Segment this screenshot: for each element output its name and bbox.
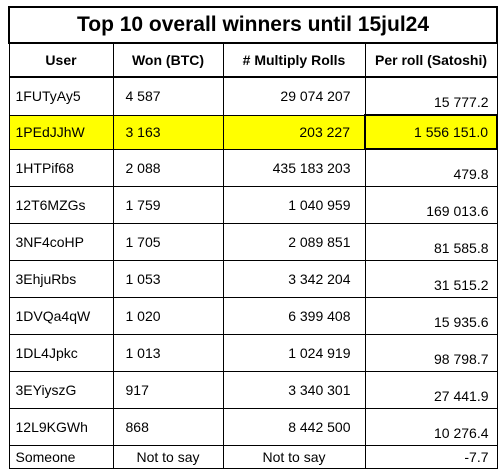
cell-per-roll: 169 013.6 <box>364 186 498 224</box>
cell-rolls: 3 340 301 <box>222 371 366 409</box>
cell-won: 1 020 <box>112 297 224 335</box>
table-row: 1DVQa4qW 1 020 6 399 408 15 935.6 <box>8 297 498 335</box>
cell-user: Someone <box>8 445 114 469</box>
cell-won: 868 <box>112 408 224 446</box>
cell-user: 3NF4coHP <box>8 223 114 261</box>
cell-per-roll: 479.8 <box>364 148 498 187</box>
table-row: 3EYiyszG 917 3 340 301 27 441.9 <box>8 371 498 409</box>
table-row: 1PEdJJhW 3 163 203 227 1 556 151.0 <box>8 114 498 150</box>
table-row: 3EhjuRbs 1 053 3 342 204 31 515.2 <box>8 260 498 298</box>
header-per-roll: Per roll (Satoshi) <box>364 42 498 78</box>
cell-won: 917 <box>112 371 224 409</box>
cell-won: 1 705 <box>112 223 224 261</box>
header-user: User <box>8 42 114 78</box>
winners-table: Top 10 overall winners until 15jul24 Use… <box>8 6 498 469</box>
table-row: 1FUTyAy5 4 587 29 074 207 15 777.2 <box>8 76 498 116</box>
cell-won: 1 053 <box>112 260 224 298</box>
cell-per-roll: 27 441.9 <box>364 371 498 409</box>
cell-rolls: Not to say <box>222 445 366 469</box>
cell-won: Not to say <box>112 445 224 469</box>
cell-per-roll: 15 777.2 <box>364 76 498 116</box>
cell-rolls: 203 227 <box>222 114 366 150</box>
cell-won: 1 759 <box>112 186 224 224</box>
cell-user: 1FUTyAy5 <box>8 76 114 116</box>
table-row: 12L9KGWh 868 8 442 500 10 276.4 <box>8 408 498 446</box>
table-row: 1DL4Jpkc 1 013 1 024 919 98 798.7 <box>8 334 498 372</box>
table-row: 1HTPif68 2 088 435 183 203 479.8 <box>8 148 498 187</box>
cell-rolls: 1 040 959 <box>222 186 366 224</box>
cell-user: 1DL4Jpkc <box>8 334 114 372</box>
cell-per-roll: 31 515.2 <box>364 260 498 298</box>
cell-user: 3EYiyszG <box>8 371 114 409</box>
cell-won: 3 163 <box>112 114 224 150</box>
cell-user: 1DVQa4qW <box>8 297 114 335</box>
cell-rolls: 6 399 408 <box>222 297 366 335</box>
cell-user: 3EhjuRbs <box>8 260 114 298</box>
cell-rolls: 2 089 851 <box>222 223 366 261</box>
header-won: Won (BTC) <box>112 42 224 78</box>
cell-user: 12L9KGWh <box>8 408 114 446</box>
cell-won: 4 587 <box>112 76 224 116</box>
table-row: Someone Not to say Not to say -7.7 <box>8 445 498 469</box>
cell-user: 1PEdJJhW <box>8 114 114 150</box>
cell-per-roll: -7.7 <box>364 445 498 469</box>
cell-won: 1 013 <box>112 334 224 372</box>
cell-user: 12T6MZGs <box>8 186 114 224</box>
cell-rolls: 1 024 919 <box>222 334 366 372</box>
header-rolls: # Multiply Rolls <box>222 42 366 78</box>
cell-per-roll: 98 798.7 <box>364 334 498 372</box>
cell-won: 2 088 <box>112 148 224 187</box>
cell-per-roll: 81 585.8 <box>364 223 498 261</box>
cell-rolls: 8 442 500 <box>222 408 366 446</box>
cell-user: 1HTPif68 <box>8 148 114 187</box>
table-row: 12T6MZGs 1 759 1 040 959 169 013.6 <box>8 186 498 224</box>
winners-sheet: Top 10 overall winners until 15jul24 Use… <box>8 6 498 469</box>
cell-per-roll: 10 276.4 <box>364 408 498 446</box>
cell-rolls: 29 074 207 <box>222 76 366 116</box>
header-row: User Won (BTC) # Multiply Rolls Per roll… <box>8 42 498 78</box>
cell-rolls: 3 342 204 <box>222 260 366 298</box>
table-title: Top 10 overall winners until 15jul24 <box>8 6 498 44</box>
cell-rolls: 435 183 203 <box>222 148 366 187</box>
cell-per-roll: 1 556 151.0 <box>364 114 498 150</box>
cell-per-roll: 15 935.6 <box>364 297 498 335</box>
table-row: 3NF4coHP 1 705 2 089 851 81 585.8 <box>8 223 498 261</box>
